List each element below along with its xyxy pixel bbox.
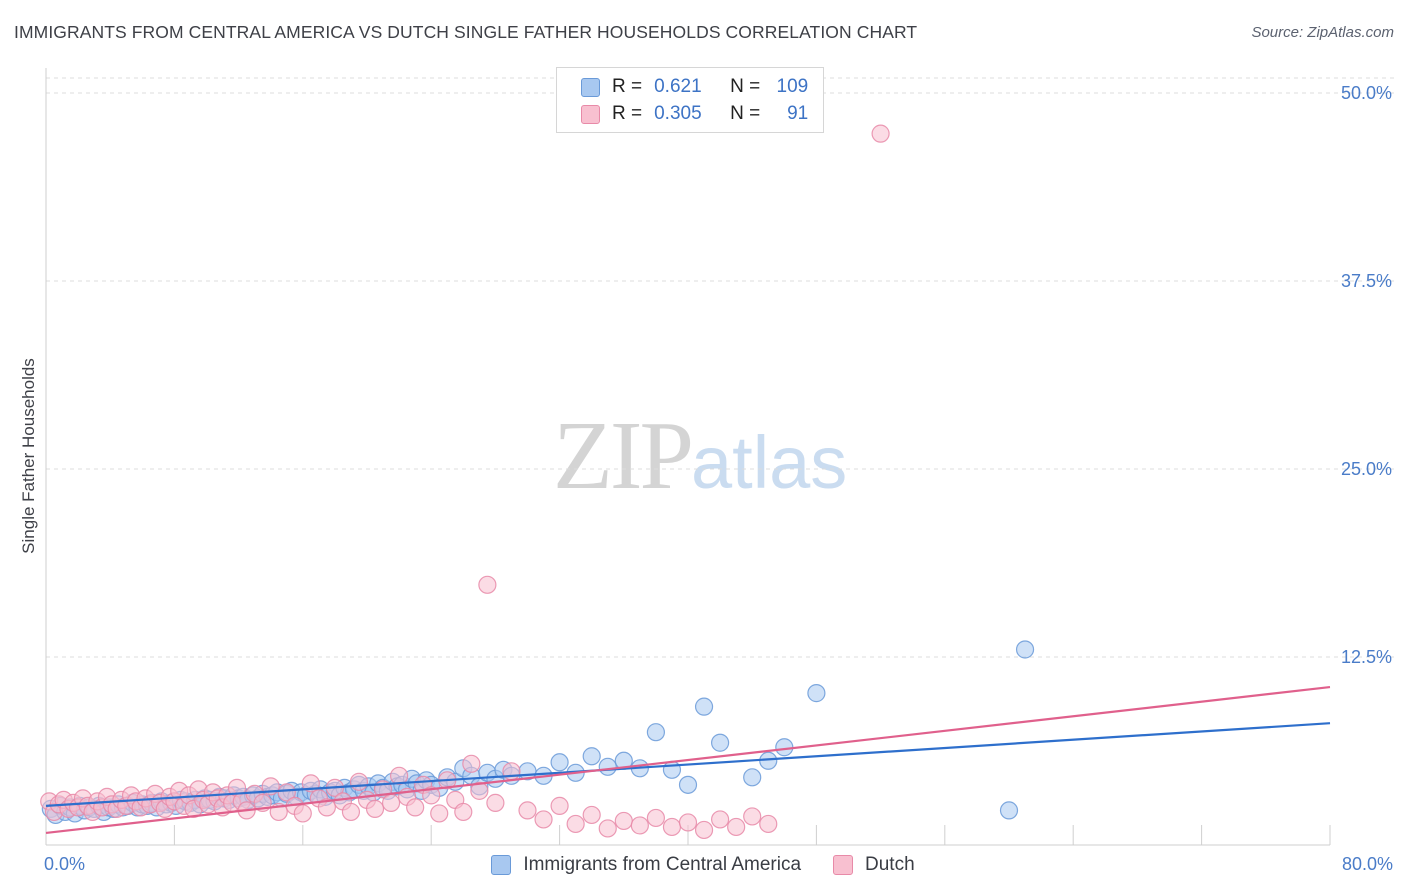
dutch-point	[871, 124, 890, 143]
dutch-point	[566, 814, 585, 834]
dutch-point	[349, 772, 369, 791]
series-legend: Immigrants from Central America Dutch	[0, 852, 1406, 878]
dutch-trendline	[45, 685, 1331, 835]
chart-title: IMMIGRANTS FROM CENTRAL AMERICA VS DUTCH…	[14, 22, 918, 42]
blue-swatch	[491, 855, 512, 875]
pink-swatch	[581, 104, 600, 124]
dutch-point	[614, 811, 633, 831]
y-tick-label: 25.0%	[1341, 459, 1392, 479]
dutch-point	[598, 819, 617, 838]
watermark: ZIPatlas	[553, 400, 847, 512]
dutch-point	[662, 817, 682, 837]
watermark-atlas: atlas	[691, 421, 848, 504]
dutch-point	[486, 793, 505, 812]
central-america-point	[775, 738, 794, 757]
central-america-point	[807, 684, 826, 703]
watermark-zip: ZIP	[553, 402, 694, 510]
central-america-point	[598, 757, 617, 776]
x-tick-label-min: 0.0%	[44, 854, 85, 874]
dutch-point	[293, 804, 312, 823]
n-value: 91	[787, 103, 809, 124]
r-value: 0.621	[654, 76, 702, 97]
pink-swatch	[833, 855, 854, 875]
dutch-point	[381, 793, 401, 812]
central-america-trendline	[45, 722, 1331, 807]
central-america-point	[999, 801, 1019, 820]
dutch-point	[422, 786, 441, 805]
stats-legend-row-pink: R = 0.305 N = 91	[581, 101, 808, 127]
r-label: R =	[612, 76, 643, 97]
n-label: N =	[730, 103, 761, 124]
n-value: 109	[776, 76, 809, 97]
central-america-point	[743, 768, 762, 787]
x-tick-label-max: 80.0%	[1342, 854, 1393, 874]
central-america-point	[710, 733, 730, 752]
dutch-point	[462, 754, 481, 773]
central-america-point	[1015, 640, 1035, 659]
legend-label-central-america: Immigrants from Central America	[523, 854, 802, 875]
dutch-point	[694, 820, 714, 840]
y-tick-label: 12.5%	[1341, 647, 1392, 667]
stats-legend-row-blue: R = 0.621 N = 109	[581, 74, 808, 100]
legend-item-dutch: Dutch	[833, 854, 915, 876]
dutch-point	[534, 810, 553, 829]
stats-legend: R = 0.621 N = 109 R = 0.305 N = 91	[556, 67, 824, 133]
legend-label-dutch: Dutch	[865, 854, 915, 875]
dutch-point	[341, 802, 361, 822]
dutch-point	[678, 813, 698, 832]
dutch-point	[743, 807, 762, 826]
dutch-point	[646, 808, 666, 828]
y-tick-label: 37.5%	[1341, 271, 1392, 291]
central-america-point	[550, 753, 569, 772]
r-value: 0.305	[654, 103, 702, 124]
blue-swatch	[581, 77, 600, 97]
dutch-point	[710, 810, 730, 829]
source-label: Source: ZipAtlas.com	[1251, 24, 1394, 41]
dutch-point	[759, 814, 778, 834]
dutch-point	[390, 766, 409, 785]
dutch-point	[365, 799, 385, 819]
r-label: R =	[612, 103, 643, 124]
dutch-point	[727, 817, 746, 837]
legend-item-central-america: Immigrants from Central America	[491, 854, 801, 876]
central-america-point	[662, 760, 682, 779]
dutch-point	[478, 575, 497, 594]
dutch-point	[518, 801, 537, 820]
dutch-point	[454, 802, 473, 822]
dutch-point	[470, 781, 489, 800]
n-label: N =	[730, 76, 761, 97]
dutch-point	[317, 798, 336, 817]
dutch-point	[630, 816, 649, 835]
central-america-point	[582, 747, 601, 766]
central-america-point	[646, 723, 666, 742]
dutch-point	[277, 783, 296, 802]
dutch-point	[550, 796, 569, 815]
dutch-point	[430, 804, 449, 823]
dutch-point	[406, 798, 425, 817]
y-tick-label: 50.0%	[1341, 83, 1392, 103]
central-america-point	[678, 775, 698, 794]
dutch-point	[582, 805, 601, 825]
central-america-point	[694, 697, 714, 716]
